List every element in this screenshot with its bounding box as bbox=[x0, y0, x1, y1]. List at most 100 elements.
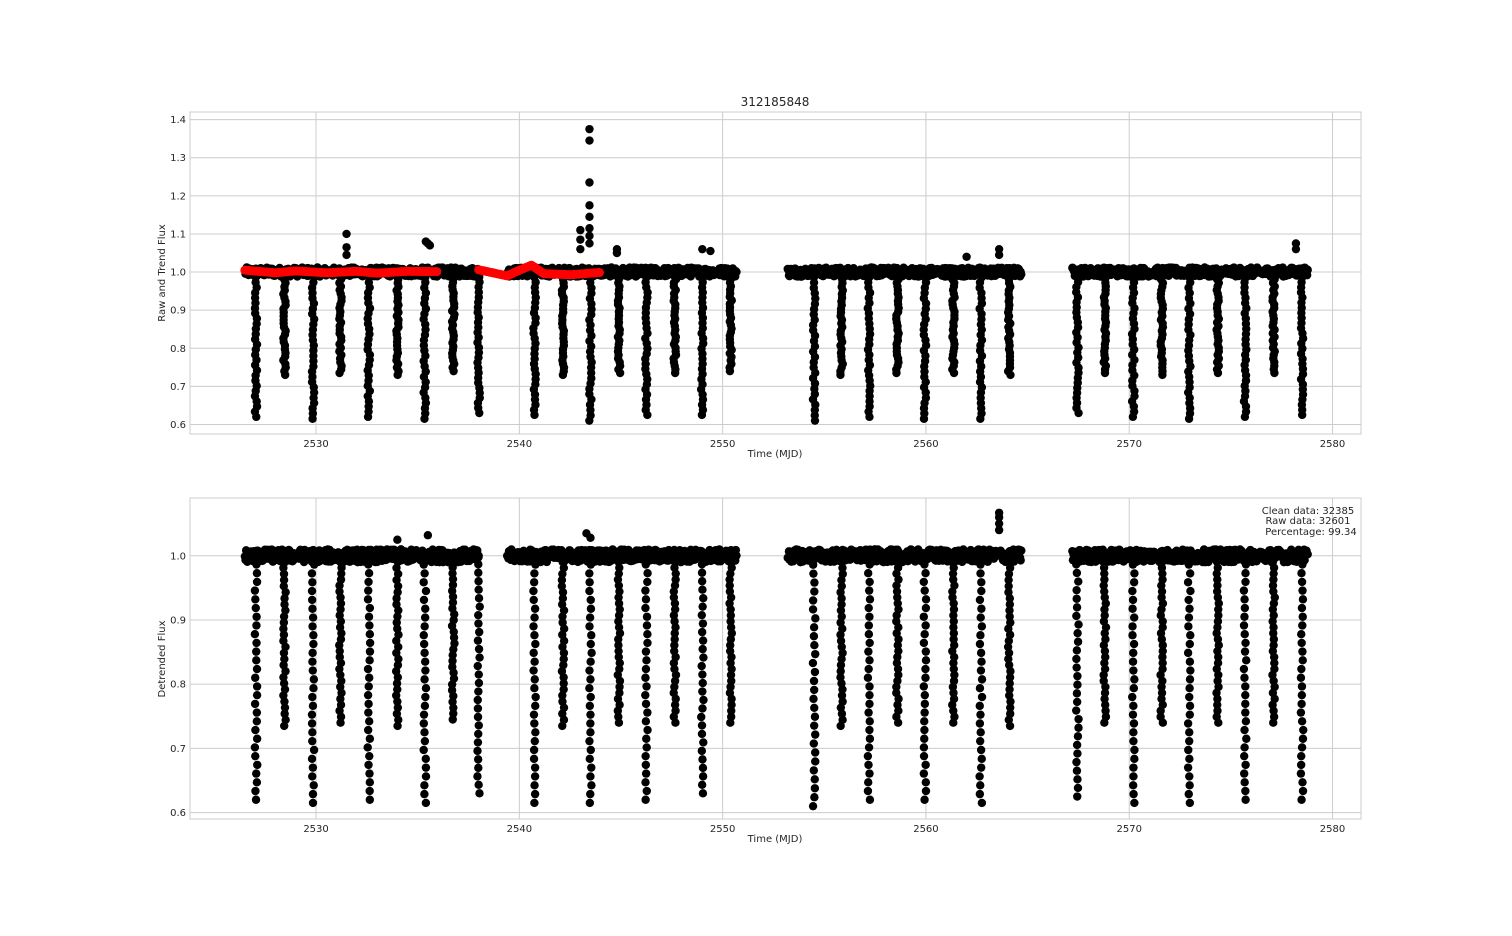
raw-flux-x-tick-label: 2580 bbox=[1320, 439, 1345, 450]
detrended-flux-transit-point bbox=[698, 789, 708, 798]
detrended-flux-transit-point bbox=[808, 560, 818, 569]
detrended-flux-transit-point bbox=[529, 648, 538, 658]
detrended-flux-transit-point bbox=[809, 766, 819, 775]
detrended-flux-transit-point bbox=[698, 670, 707, 679]
detrended-flux-transit-point bbox=[420, 789, 429, 799]
raw-flux-point bbox=[732, 267, 741, 277]
detrended-flux-transit-point bbox=[419, 595, 429, 605]
detrended-flux-transit-point bbox=[531, 701, 540, 711]
raw-flux-transit-point bbox=[1297, 410, 1307, 420]
detrended-flux-transit-point bbox=[308, 763, 318, 772]
detrended-flux-transit-point bbox=[614, 635, 623, 644]
detrended-flux-transit-point bbox=[252, 612, 261, 621]
raw-flux-outlier-point bbox=[585, 201, 594, 210]
detrended-flux-transit-point bbox=[335, 581, 344, 590]
detrended-flux-transit-point bbox=[641, 760, 651, 770]
raw-flux-transit-point bbox=[919, 414, 929, 423]
detrended-flux-transit-point bbox=[587, 763, 596, 772]
detrended-flux-transit-point bbox=[585, 798, 595, 808]
detrended-flux-transit-point bbox=[530, 763, 540, 772]
detrended-flux-transit-point bbox=[586, 657, 595, 666]
detrended-flux-transit-point bbox=[558, 691, 567, 700]
detrended-flux-transit-point bbox=[252, 664, 262, 674]
raw-flux-outlier-point bbox=[585, 224, 594, 233]
detrended-flux-transit-point bbox=[838, 563, 847, 573]
detrended-flux-transit-point bbox=[921, 621, 930, 630]
detrended-flux-transit-point bbox=[697, 721, 707, 730]
detrended-flux-transit-point bbox=[363, 725, 373, 735]
detrended-flux-transit-point bbox=[811, 649, 820, 659]
detrended-flux-transit-point bbox=[642, 621, 652, 630]
detrended-flux-transit-point bbox=[892, 611, 901, 620]
detrended-flux-transit-point bbox=[865, 560, 874, 569]
detrended-flux-transit-point bbox=[529, 595, 538, 605]
detrended-flux-transit-point bbox=[308, 772, 317, 781]
detrended-flux-transit-point bbox=[809, 623, 819, 632]
detrended-flux-transit-point bbox=[585, 578, 594, 587]
detrended-flux-transit-point bbox=[893, 664, 903, 674]
detrended-flux-transit-point bbox=[811, 614, 820, 623]
detrended-flux-transit-point bbox=[864, 647, 873, 656]
detrended-flux-transit-point bbox=[421, 763, 431, 772]
raw-flux-transit-point bbox=[475, 408, 484, 418]
detrended-flux-transit-point bbox=[865, 717, 874, 726]
raw-flux-outlier-point bbox=[1291, 244, 1301, 254]
detrended-flux-transit-point bbox=[585, 754, 594, 764]
detrended-flux-transit-point bbox=[309, 631, 318, 640]
detrended-flux-transit-point bbox=[726, 611, 736, 620]
detrended-flux-transit-point bbox=[448, 574, 458, 584]
detrended-flux-transit-point bbox=[559, 551, 568, 560]
detrended-flux-transit-point bbox=[308, 692, 317, 702]
detrended-flux-transit-point bbox=[643, 569, 652, 578]
detrended-flux-transit-point bbox=[641, 673, 650, 682]
detrended-flux-transit-point bbox=[586, 789, 595, 799]
raw-flux-transit-point bbox=[615, 368, 625, 378]
raw-flux-y-tick-label: 1.0 bbox=[170, 268, 186, 279]
detrended-flux-transit-point bbox=[421, 692, 430, 702]
detrended-flux-transit-point bbox=[838, 685, 847, 694]
detrended-flux-transit-point bbox=[421, 551, 430, 560]
detrended-flux-transit-point bbox=[279, 648, 289, 658]
detrended-flux-transit-point bbox=[641, 586, 650, 595]
detrended-flux-transit-point bbox=[837, 575, 846, 585]
detrended-flux-transit-point bbox=[726, 718, 735, 727]
detrended-flux-transit-point bbox=[864, 586, 874, 595]
detrended-flux-transit-point bbox=[310, 560, 319, 569]
detrended-flux-transit-point bbox=[641, 664, 651, 674]
detrended-flux-transit-point bbox=[864, 778, 873, 787]
raw-flux-transit-point bbox=[976, 414, 985, 423]
detrended-flux-transit-point bbox=[586, 675, 595, 684]
detrended-flux-transit-point bbox=[699, 695, 708, 705]
raw-flux-transit-point bbox=[1158, 370, 1167, 380]
detrended-flux-transit-point bbox=[615, 682, 624, 692]
detrended-flux-transit-point bbox=[586, 639, 595, 649]
detrended-flux-transit-point bbox=[365, 786, 374, 796]
detrended-flux-transit-point bbox=[530, 789, 540, 799]
detrended-flux-transit-point bbox=[420, 648, 429, 658]
detrended-flux-transit-point bbox=[251, 751, 260, 761]
detrended-flux-transit-point bbox=[309, 639, 318, 649]
detrended-flux-transit-point bbox=[309, 745, 319, 755]
detrended-flux-transit-point bbox=[641, 647, 651, 656]
detrended-flux-transit-point bbox=[921, 778, 931, 787]
detrended-flux-transit-point bbox=[810, 703, 819, 712]
detrended-flux-transit-point bbox=[865, 734, 875, 743]
detrended-flux-transit-point bbox=[671, 569, 680, 578]
detrended-flux-transit-point bbox=[697, 568, 707, 577]
detrended-flux-transit-point bbox=[949, 623, 958, 632]
detrended-flux-transit-point bbox=[643, 629, 652, 639]
raw-flux-transit-point bbox=[836, 370, 845, 380]
detrended-flux-transit-point bbox=[726, 641, 735, 650]
detrended-flux-transit-point bbox=[585, 701, 595, 711]
raw-flux-transit-point bbox=[363, 412, 373, 422]
detrended-flux-transit-point bbox=[586, 710, 595, 719]
detrended-flux-transit-point bbox=[921, 760, 930, 770]
raw-flux-transit-point bbox=[530, 410, 539, 420]
detrended-flux-transit-point bbox=[336, 593, 345, 602]
raw-flux-y-tick-labels: 0.60.70.80.91.01.11.21.31.4 bbox=[170, 115, 186, 431]
detrended-flux-transit-point bbox=[698, 763, 708, 773]
detrended-flux-transit-point bbox=[697, 551, 706, 560]
detrended-flux-transit-point bbox=[559, 673, 568, 682]
detrended-flux-transit-point bbox=[474, 610, 483, 620]
detrended-flux-transit-point bbox=[421, 586, 431, 596]
